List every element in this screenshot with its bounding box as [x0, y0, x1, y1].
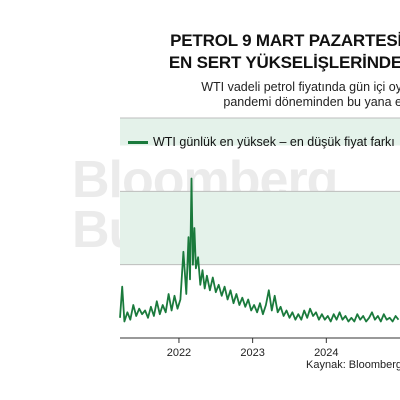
series-line-layer — [119, 177, 400, 323]
shaded-bands — [120, 118, 400, 265]
x-tick-label-2: 2024 — [314, 347, 338, 359]
legend-label: WTI günlük en yüksek – en düşük fiyat fa… — [153, 135, 395, 149]
title-line-1: PETROL 9 MART PAZARTESİ — [170, 31, 400, 50]
gridlines — [120, 117, 400, 266]
x-axis: 2022 2023 2024 — [120, 337, 400, 359]
x-tick-label-1: 2023 — [240, 347, 264, 359]
legend-swatch — [128, 140, 148, 144]
source-note: Kaynak: Bloomberg — [306, 359, 400, 371]
legend: WTI günlük en yüksek – en düşük fiyat fa… — [128, 135, 395, 149]
shaded-band-0 — [120, 191, 400, 265]
subtitle-line-2: pandemi döneminden bu yana e — [223, 95, 400, 109]
title-line-2: EN SERT YÜKSELİŞLERİNDE — [168, 53, 400, 72]
series-line-0 — [119, 177, 400, 323]
shaded-band-1 — [120, 118, 400, 146]
subtitle-line-1: WTI vadeli petrol fiyatında gün içi oy — [201, 80, 400, 94]
x-tick-label-0: 2022 — [167, 347, 191, 359]
